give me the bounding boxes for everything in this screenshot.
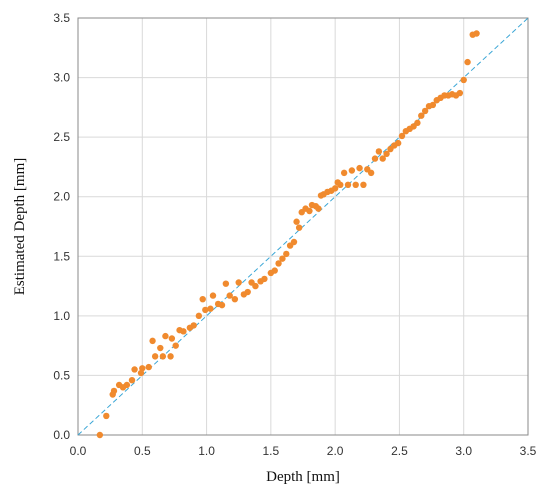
data-point xyxy=(429,101,437,109)
data-point xyxy=(275,260,282,267)
data-point xyxy=(337,181,344,188)
data-point xyxy=(340,169,348,177)
data-point xyxy=(315,205,322,212)
data-point xyxy=(162,332,169,340)
data-point xyxy=(464,58,471,66)
y-tick-label: 3.0 xyxy=(53,71,70,85)
data-point xyxy=(235,279,242,286)
data-point xyxy=(379,155,386,162)
data-point xyxy=(110,387,118,395)
data-point xyxy=(356,164,363,172)
data-points xyxy=(96,30,480,439)
data-point xyxy=(371,155,379,162)
data-point xyxy=(159,353,167,360)
plot-area xyxy=(77,17,529,436)
y-tick-label: 0.5 xyxy=(53,368,70,382)
data-point xyxy=(290,238,298,246)
data-point xyxy=(252,282,259,290)
data-point xyxy=(348,167,356,174)
data-point xyxy=(293,218,300,225)
data-point xyxy=(172,342,179,349)
data-point xyxy=(271,267,278,274)
data-point xyxy=(456,89,464,97)
data-point xyxy=(151,353,159,360)
y-tick-labels: 0.0 0.5 1.0 1.5 2.0 2.5 3.0 3.5 xyxy=(53,11,70,442)
reference-line xyxy=(77,17,529,436)
data-point xyxy=(244,288,251,296)
data-point xyxy=(331,185,339,192)
data-point xyxy=(209,292,217,299)
y-tick-label: 1.0 xyxy=(53,309,70,323)
data-point xyxy=(123,381,131,389)
data-point xyxy=(398,132,406,140)
data-point xyxy=(418,112,425,119)
data-point xyxy=(207,305,214,312)
y-tick-label: 2.5 xyxy=(53,130,70,144)
y-tick-label: 1.5 xyxy=(53,249,70,263)
data-point xyxy=(231,295,239,303)
data-point xyxy=(190,322,197,329)
x-tick-label: 0.0 xyxy=(70,444,87,458)
data-point xyxy=(202,306,209,314)
data-point xyxy=(261,275,268,283)
x-tick-label: 0.5 xyxy=(134,444,151,458)
data-point xyxy=(145,363,152,371)
data-point xyxy=(414,119,421,127)
data-point xyxy=(306,207,313,215)
x-tick-label: 1.5 xyxy=(263,444,280,458)
data-point xyxy=(96,431,104,439)
x-tick-label: 2.5 xyxy=(391,444,408,458)
data-point xyxy=(394,139,402,147)
data-point xyxy=(168,335,176,342)
data-point xyxy=(199,295,206,303)
y-tick-label: 3.5 xyxy=(53,11,70,25)
data-point xyxy=(360,181,367,188)
y-tick-label: 2.0 xyxy=(53,190,70,204)
data-point xyxy=(383,150,390,158)
grid xyxy=(77,17,529,436)
data-point xyxy=(226,292,233,299)
data-point xyxy=(473,30,480,37)
data-point xyxy=(128,376,136,384)
data-point xyxy=(180,328,187,335)
y-tick-label: 0.0 xyxy=(53,428,70,442)
x-tick-label: 3.0 xyxy=(455,444,472,458)
data-point xyxy=(157,344,164,352)
data-point xyxy=(218,301,226,309)
data-point xyxy=(195,312,203,320)
data-point xyxy=(279,255,286,262)
data-point xyxy=(222,280,230,287)
data-point xyxy=(460,76,467,84)
x-tick-labels: 0.0 0.5 1.0 1.5 2.0 2.5 3.0 3.5 xyxy=(70,444,537,458)
x-tick-label: 1.0 xyxy=(198,444,215,458)
x-axis-title: Depth [mm] xyxy=(266,469,340,485)
data-point xyxy=(167,353,174,360)
data-point xyxy=(421,107,429,115)
data-point xyxy=(375,148,383,155)
data-point xyxy=(131,366,138,373)
y-axis-title: Estimated Depth [mm] xyxy=(12,158,28,295)
data-point xyxy=(367,169,375,177)
data-point xyxy=(344,181,352,188)
x-tick-label: 3.5 xyxy=(520,444,537,458)
data-point xyxy=(139,365,146,372)
data-point xyxy=(283,250,290,258)
data-point xyxy=(149,337,156,345)
data-point xyxy=(295,224,303,231)
data-point xyxy=(103,412,110,420)
x-tick-label: 2.0 xyxy=(327,444,344,458)
data-point xyxy=(352,181,359,188)
